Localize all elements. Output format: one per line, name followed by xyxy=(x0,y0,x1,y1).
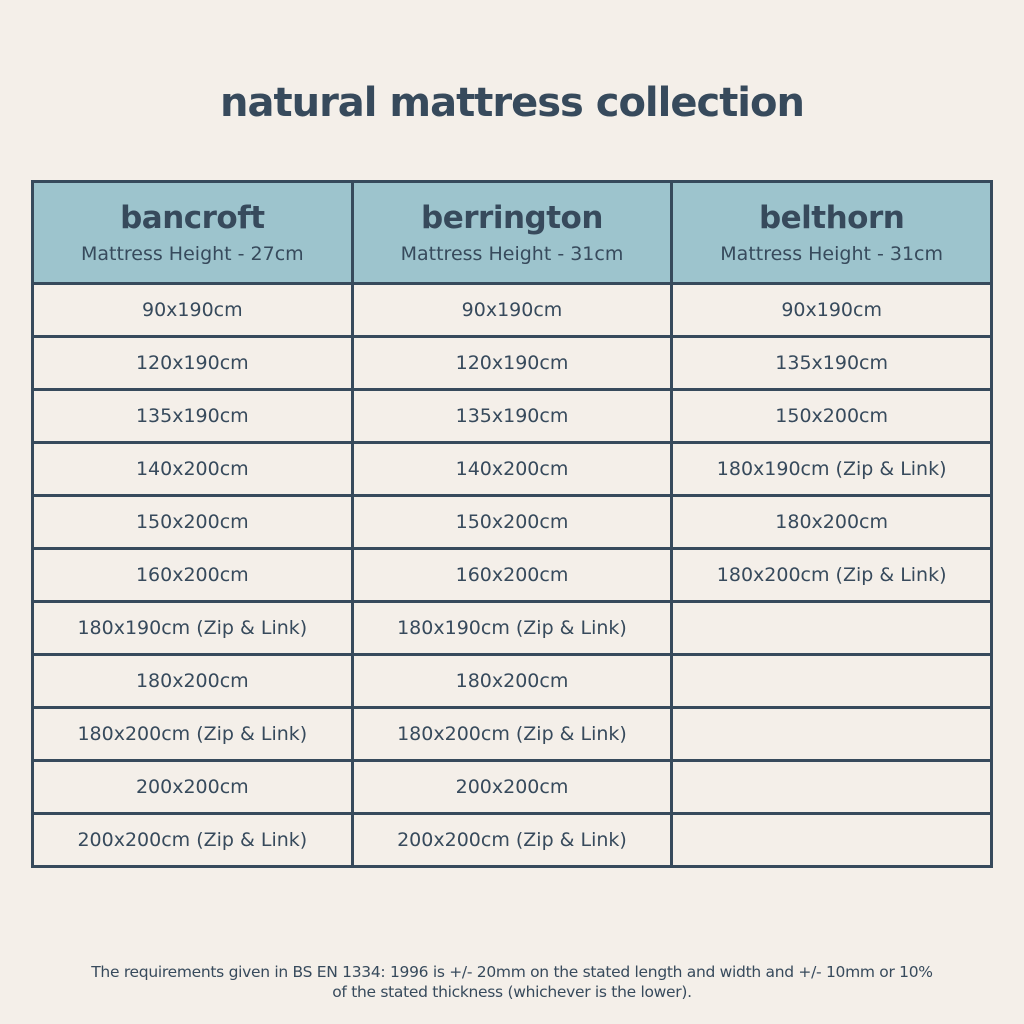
mattress-name: berrington xyxy=(421,199,603,236)
table-row: 160x200cm 160x200cm 180x200cm (Zip & Link) xyxy=(31,547,993,603)
column-header-belthorn: belthorn Mattress Height - 31cm xyxy=(670,180,993,285)
size-cell: 90x190cm xyxy=(350,282,674,338)
mattress-height: Mattress Height - 31cm xyxy=(720,242,944,265)
size-cell: 180x200cm xyxy=(31,653,354,709)
size-cell: 180x200cm (Zip & Link) xyxy=(670,547,993,603)
mattress-size-table: bancroft Mattress Height - 27cm berrington… xyxy=(31,180,993,868)
table-row: 120x190cm 120x190cm 135x190cm xyxy=(31,335,993,391)
mattress-name: belthorn xyxy=(758,199,905,236)
size-cell: 180x190cm (Zip & Link) xyxy=(670,441,993,497)
table-row: 200x200cm 200x200cm xyxy=(31,759,993,815)
footnote: The requirements given in BS EN 1334: 19… xyxy=(0,962,1024,1002)
mattress-name: bancroft xyxy=(120,199,265,236)
table-row: 180x190cm (Zip & Link) 180x190cm (Zip & L… xyxy=(31,600,993,656)
page-title: natural mattress collection xyxy=(220,80,805,126)
size-cell: 200x200cm xyxy=(350,759,674,815)
size-cell: 150x200cm xyxy=(670,388,993,444)
column-header-berrington: berrington Mattress Height - 31cm xyxy=(350,180,674,285)
size-cell: 140x200cm xyxy=(31,441,354,497)
size-cell: 180x200cm (Zip & Link) xyxy=(350,706,674,762)
table-row: 180x200cm (Zip & Link) 180x200cm (Zip & L… xyxy=(31,706,993,762)
size-cell: 200x200cm (Zip & Link) xyxy=(31,812,354,868)
size-cell xyxy=(670,759,993,815)
footnote-line: of the stated thickness (whichever is th… xyxy=(332,983,692,1001)
table-row: 200x200cm (Zip & Link) 200x200cm (Zip & L… xyxy=(31,812,993,868)
size-cell: 90x190cm xyxy=(31,282,354,338)
mattress-height: Mattress Height - 31cm xyxy=(400,242,624,265)
size-cell: 180x190cm (Zip & Link) xyxy=(31,600,354,656)
size-cell: 135x190cm xyxy=(31,388,354,444)
size-cell: 160x200cm xyxy=(350,547,674,603)
size-cell: 150x200cm xyxy=(31,494,354,550)
column-header-bancroft: bancroft Mattress Height - 27cm xyxy=(31,180,354,285)
size-cell: 180x190cm (Zip & Link) xyxy=(350,600,674,656)
size-cell: 180x200cm xyxy=(350,653,674,709)
size-cell: 120x190cm xyxy=(31,335,354,391)
size-cell: 180x200cm xyxy=(670,494,993,550)
size-cell: 135x190cm xyxy=(350,388,674,444)
footnote-line: The requirements given in BS EN 1334: 19… xyxy=(91,963,933,981)
mattress-height: Mattress Height - 27cm xyxy=(80,242,304,265)
table-row: 135x190cm 135x190cm 150x200cm xyxy=(31,388,993,444)
size-cell xyxy=(670,600,993,656)
size-cell: 200x200cm xyxy=(31,759,354,815)
size-cell: 200x200cm (Zip & Link) xyxy=(350,812,674,868)
size-cell xyxy=(670,812,993,868)
table-row: 150x200cm 150x200cm 180x200cm xyxy=(31,494,993,550)
size-cell: 135x190cm xyxy=(670,335,993,391)
table-row: 140x200cm 140x200cm 180x190cm (Zip & Link) xyxy=(31,441,993,497)
size-cell: 150x200cm xyxy=(350,494,674,550)
size-cell xyxy=(670,706,993,762)
size-cell xyxy=(670,653,993,709)
table-row: 180x200cm 180x200cm xyxy=(31,653,993,709)
size-cell: 120x190cm xyxy=(350,335,674,391)
header-row: bancroft Mattress Height - 27cm berrington… xyxy=(31,180,993,285)
size-cell: 140x200cm xyxy=(350,441,674,497)
table-row: 90x190cm 90x190cm 90x190cm xyxy=(31,282,993,338)
size-cell: 160x200cm xyxy=(31,547,354,603)
size-cell: 90x190cm xyxy=(670,282,993,338)
size-cell: 180x200cm (Zip & Link) xyxy=(31,706,354,762)
